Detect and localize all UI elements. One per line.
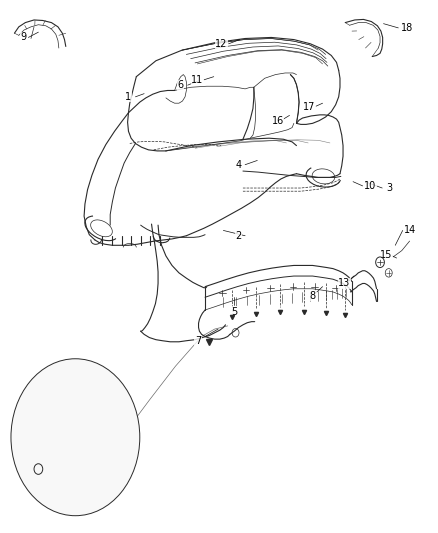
- Text: 16: 16: [272, 116, 284, 126]
- Text: 15: 15: [380, 250, 393, 260]
- Text: 12: 12: [215, 39, 227, 49]
- Text: 7: 7: [195, 336, 201, 346]
- Text: 11: 11: [191, 75, 203, 85]
- Text: 14: 14: [19, 445, 32, 455]
- Text: 5: 5: [117, 478, 123, 488]
- Text: 8: 8: [310, 290, 316, 301]
- Text: 3: 3: [387, 183, 393, 193]
- Text: 17: 17: [304, 102, 316, 112]
- Text: 9: 9: [20, 33, 26, 43]
- Text: 5: 5: [231, 306, 237, 317]
- Text: 15: 15: [90, 416, 102, 426]
- Text: 2: 2: [236, 231, 242, 241]
- Text: 10: 10: [364, 181, 377, 191]
- Text: 4: 4: [236, 160, 242, 169]
- Circle shape: [11, 359, 140, 516]
- Text: 6: 6: [178, 80, 184, 90]
- Text: 14: 14: [403, 225, 416, 236]
- Text: 13: 13: [338, 278, 350, 288]
- Text: 1: 1: [125, 92, 131, 102]
- Text: 18: 18: [401, 23, 413, 33]
